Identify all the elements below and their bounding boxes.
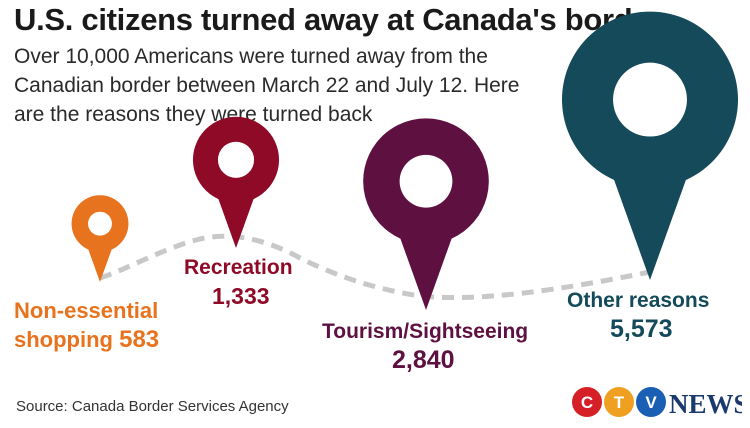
other-value: 5,573	[610, 315, 673, 343]
pin-recreation	[192, 116, 280, 248]
pin-hole	[217, 141, 255, 178]
pin-other-reasons	[562, 11, 738, 281]
tourism-label: Tourism/Sightseeing	[322, 320, 529, 343]
recreation-value: 1,333	[212, 283, 270, 309]
svg-text:V: V	[645, 393, 657, 412]
svg-text:T: T	[614, 393, 625, 412]
pin-body	[562, 11, 738, 281]
pin-tourism-sightseeing	[363, 118, 489, 310]
subtitle: Over 10,000 Americans were turned away f…	[14, 45, 520, 126]
shopping-label-line2: shopping 583	[14, 326, 159, 354]
tourism-value: 2,840	[392, 346, 455, 374]
pin-non-essential-shopping	[71, 195, 129, 282]
svg-text:NEWS: NEWS	[669, 389, 742, 419]
pin-hole	[88, 211, 112, 236]
recreation-label: Recreation	[184, 256, 293, 279]
ctv-news-logo: C T V NEWS	[572, 387, 742, 419]
svg-text:C: C	[581, 393, 593, 412]
dashed-connector	[99, 233, 651, 301]
pin-body	[363, 118, 489, 310]
shopping-label-line1: Non-essential	[14, 298, 159, 323]
pin-hole	[399, 154, 453, 208]
other-label: Other reasons	[567, 289, 710, 312]
shopping-value: 583	[119, 326, 160, 353]
pin-hole	[613, 62, 687, 137]
pin-body	[71, 195, 129, 282]
shopping-label-text: shopping	[14, 327, 113, 352]
pin-body	[192, 116, 280, 248]
source-note: Source: Canada Border Services Agency	[16, 398, 289, 415]
page-title: U.S. citizens turned away at Canada's bo…	[14, 2, 662, 37]
